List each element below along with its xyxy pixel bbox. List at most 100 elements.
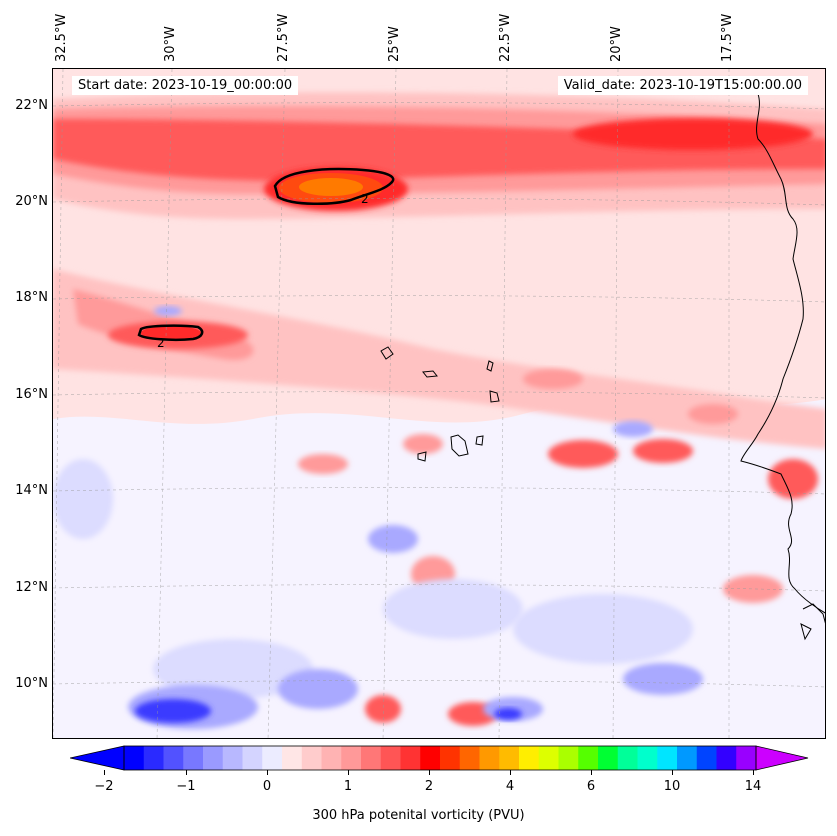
colorbar-cell xyxy=(598,746,619,770)
cb-tickmark xyxy=(429,770,430,775)
colorbar-cell xyxy=(479,746,500,770)
pv-contour-north xyxy=(273,167,395,206)
graticule xyxy=(53,69,825,738)
lat-label-14n: 14°N xyxy=(15,483,48,498)
colorbar-cell xyxy=(163,746,184,770)
pv-blob-2 xyxy=(633,439,693,463)
cb-tick-label: −2 xyxy=(94,779,114,794)
cb-tick-label: −1 xyxy=(176,779,196,794)
colorbar-cell xyxy=(341,746,362,770)
coastline-cape-verde-2 xyxy=(422,370,438,378)
cb-tickmark xyxy=(348,770,349,775)
lat-label-18n: 18°N xyxy=(15,290,48,305)
colorbar-cell xyxy=(696,746,717,770)
colorbar xyxy=(70,745,809,771)
colorbar-cell xyxy=(124,746,145,770)
lon-label-32-5w: 32.5°W xyxy=(54,13,69,62)
cb-tick-label: 2 xyxy=(424,779,434,794)
cb-tick-label: 14 xyxy=(744,779,762,794)
colorbar-cell xyxy=(420,746,441,770)
cb-tick-label: 4 xyxy=(505,779,515,794)
cb-tick-label: 6 xyxy=(586,779,596,794)
lon-label-30w: 30°W xyxy=(163,26,178,62)
colorbar-outline xyxy=(123,745,757,771)
contour-label-west: 2 xyxy=(157,336,165,350)
contour-label-north: 2 xyxy=(361,192,369,206)
lat-label-20n: 20°N xyxy=(15,194,48,209)
colorbar-cell xyxy=(519,746,540,770)
pv-neg-1 xyxy=(383,579,523,639)
lon-label-20w: 20°W xyxy=(609,26,624,62)
lat-label-16n: 16°N xyxy=(15,387,48,402)
colorbar-cell xyxy=(657,746,678,770)
colorbar-over-arrow xyxy=(755,745,809,771)
colorbar-cell xyxy=(637,746,658,770)
colorbar-cell xyxy=(380,746,401,770)
pv-jet-core-east xyxy=(573,118,813,150)
coastline-cape-verde-5 xyxy=(450,434,469,457)
lon-label-27-5w: 27.5°W xyxy=(276,13,291,62)
colorbar-cell xyxy=(499,746,520,770)
pv-blob-6 xyxy=(403,434,443,454)
colorbar-cell xyxy=(400,746,421,770)
colorbar-cell xyxy=(677,746,698,770)
lon-label-22-5w: 22.5°W xyxy=(498,13,513,62)
pv-blob-7 xyxy=(768,459,818,499)
colorbar-cell xyxy=(736,746,757,770)
pv-neg-8 xyxy=(494,708,522,720)
cb-tick-label: 1 xyxy=(343,779,353,794)
coastline-guinea-islands xyxy=(800,603,825,641)
pv-neg-3 xyxy=(153,639,313,699)
pv-blob-5 xyxy=(688,404,738,424)
pv-blob-1 xyxy=(548,440,618,468)
pv-blob-3 xyxy=(298,454,348,474)
pv-band-pink-mid xyxy=(53,269,825,449)
cb-tickmark xyxy=(267,770,268,775)
pv-blob-9 xyxy=(365,695,401,723)
colorbar-cell xyxy=(578,746,599,770)
pv-neg-11 xyxy=(613,421,653,437)
pv-neg-2 xyxy=(513,594,693,664)
colorbar-cell xyxy=(538,746,559,770)
cb-tickmark xyxy=(186,770,187,775)
map-frame[interactable]: 2 2 xyxy=(52,68,826,739)
cb-tickmark xyxy=(591,770,592,775)
cb-tick-label: 0 xyxy=(262,779,272,794)
coastline-cape-verde-1 xyxy=(380,346,394,360)
cb-tickmark xyxy=(510,770,511,775)
lon-label-17-5w: 17.5°W xyxy=(720,13,735,62)
colorbar-cell xyxy=(459,746,480,770)
pv-fill-layer xyxy=(53,69,825,729)
lat-label-22n: 22°N xyxy=(15,98,48,113)
colorbar-cell xyxy=(321,746,342,770)
pv-max-north-orange xyxy=(299,178,363,196)
cb-tick-label: 10 xyxy=(663,779,681,794)
colorbar-cells xyxy=(124,746,757,770)
cb-tickmark xyxy=(753,770,754,775)
coastline-cape-verde-4 xyxy=(489,390,500,403)
colorbar-cell xyxy=(440,746,461,770)
lon-label-25w: 25°W xyxy=(387,26,402,62)
pv-neg-5 xyxy=(135,699,211,723)
pv-neg-9 xyxy=(623,663,703,695)
pv-neg-10 xyxy=(368,525,418,553)
pv-field-map: 2 2 xyxy=(53,69,825,738)
valid-date-label: Valid_date: 2023-10-19T15:00:00.00 xyxy=(557,76,808,95)
colorbar-cell xyxy=(282,746,303,770)
cb-tickmark xyxy=(104,770,105,775)
coastline-cape-verde-3 xyxy=(486,360,494,372)
pv-west-core xyxy=(141,326,201,340)
lat-label-12n: 12°N xyxy=(15,580,48,595)
colorbar-cell xyxy=(301,746,322,770)
colorbar-cell xyxy=(558,746,579,770)
colorbar-cell xyxy=(262,746,283,770)
coastline-cape-verde-7 xyxy=(417,451,427,462)
colorbar-under-arrow xyxy=(70,745,125,771)
pv-neg-6 xyxy=(278,669,358,709)
coastline-africa xyxy=(740,93,825,614)
pv-contour-layer xyxy=(137,167,395,342)
colorbar-cell xyxy=(716,746,737,770)
colorbar-cell xyxy=(143,746,164,770)
pv-neg-13 xyxy=(53,459,113,539)
colorbar-cell xyxy=(361,746,382,770)
